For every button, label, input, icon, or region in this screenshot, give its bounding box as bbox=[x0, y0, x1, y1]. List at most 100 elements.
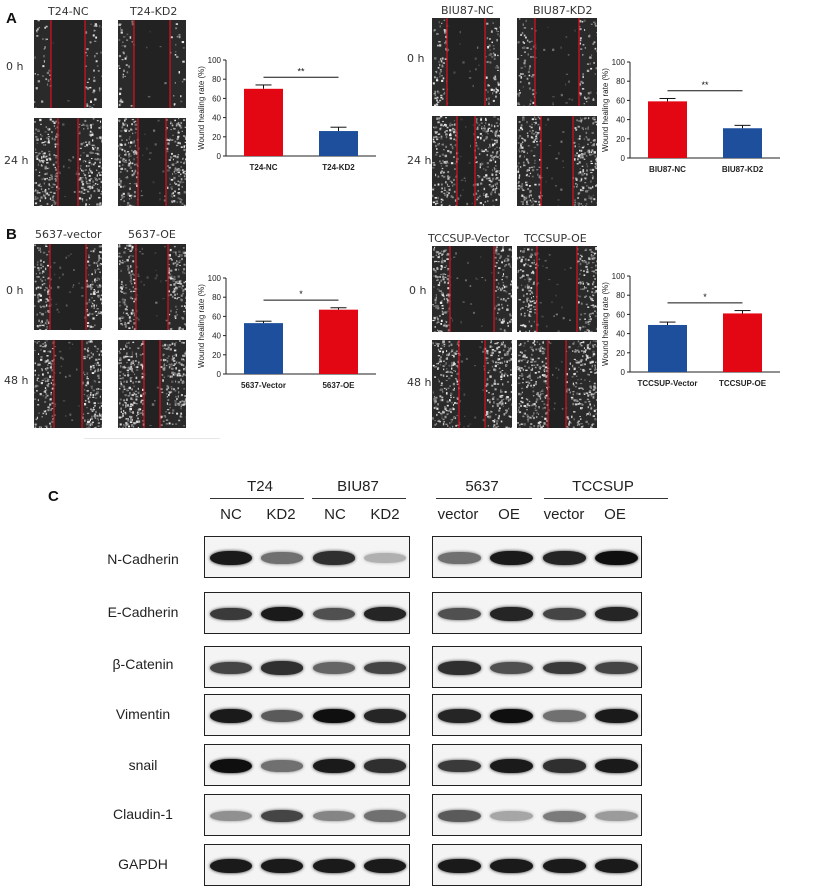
blot-band bbox=[542, 759, 586, 773]
micrograph-t24-nc-24h bbox=[34, 118, 102, 206]
blot-row-left bbox=[204, 844, 410, 886]
micrograph-biu87-nc-0h bbox=[432, 18, 500, 106]
blot-band bbox=[437, 709, 481, 723]
blot-band bbox=[261, 710, 304, 722]
blot-band bbox=[312, 759, 355, 773]
blot-row-right bbox=[432, 694, 642, 736]
blot-group-rule-5637 bbox=[436, 498, 532, 499]
chart-bar bbox=[319, 131, 358, 156]
time-48h-b2: 48 h bbox=[407, 376, 432, 389]
separator-line bbox=[84, 438, 220, 439]
blot-group-tccsup: TCCSUP bbox=[572, 478, 634, 495]
blot-band bbox=[437, 661, 481, 675]
blot-band bbox=[490, 811, 534, 821]
micrograph-tccsup-oe-0h bbox=[517, 246, 597, 332]
blot-band bbox=[364, 607, 407, 621]
blot-band bbox=[312, 551, 355, 565]
chart-bar bbox=[648, 324, 687, 372]
time-0h-a2: 0 h bbox=[407, 52, 425, 65]
time-0h-b2: 0 h bbox=[409, 284, 427, 297]
chart-y-tick-label: 100 bbox=[612, 272, 626, 281]
blot-band bbox=[542, 551, 586, 565]
blot-band bbox=[209, 810, 252, 822]
blot-band bbox=[595, 607, 639, 621]
blot-group-rule-t24 bbox=[210, 498, 304, 499]
chart-category-label: T24-NC bbox=[249, 163, 277, 172]
blot-row-right bbox=[432, 592, 642, 634]
chart-bar bbox=[648, 101, 687, 158]
chart-t24-wound-healing: Wound healing rate (%) 0 20 40 60 80 100 T24-NC… bbox=[196, 50, 396, 190]
blot-band bbox=[209, 661, 252, 675]
chart-category-label: 5637-OE bbox=[322, 381, 355, 390]
blot-band bbox=[364, 661, 407, 675]
blot-group-5637: 5637 bbox=[465, 478, 499, 495]
blot-band bbox=[595, 810, 639, 822]
blot-band bbox=[364, 859, 407, 873]
blot-band bbox=[595, 551, 639, 565]
chart-significance-label: * bbox=[299, 289, 303, 299]
blot-band bbox=[437, 810, 481, 822]
blot-row-left bbox=[204, 694, 410, 736]
blot-row-left bbox=[204, 794, 410, 836]
time-0h-b1: 0 h bbox=[6, 284, 24, 297]
blot-band bbox=[542, 607, 586, 621]
chart-bar bbox=[319, 309, 358, 374]
chart-category-label: T24-KD2 bbox=[322, 163, 355, 172]
protein-label-e-cadherin: E-Cadherin bbox=[107, 604, 179, 620]
blot-band bbox=[542, 661, 586, 675]
chart-y-tick-label: 0 bbox=[621, 368, 626, 377]
blot-band bbox=[364, 709, 407, 723]
blot-group-rule-biu87 bbox=[312, 498, 406, 499]
chart-y-tick-label: 80 bbox=[616, 291, 625, 300]
blot-band bbox=[261, 607, 304, 621]
chart-bar bbox=[244, 88, 283, 156]
chart-y-tick-label: 40 bbox=[616, 116, 625, 125]
blot-band bbox=[437, 859, 481, 873]
blot-band bbox=[209, 709, 252, 723]
chart-ylabel: Wound healing rate (%) bbox=[197, 284, 206, 368]
protein-label-n-cadherin: N-Cadherin bbox=[107, 551, 179, 567]
label-5637-oe: 5637-OE bbox=[128, 228, 176, 241]
chart-significance-label: ** bbox=[701, 80, 709, 90]
blot-row-left bbox=[204, 646, 410, 688]
protein-label-claudin-1: Claudin-1 bbox=[113, 806, 173, 822]
micrograph-biu87-kd2-24h bbox=[517, 116, 597, 206]
blot-row-right bbox=[432, 794, 642, 836]
lane-label-t24-nc: NC bbox=[220, 506, 242, 523]
blot-band bbox=[595, 661, 639, 675]
chart-y-tick-label: 100 bbox=[208, 56, 222, 65]
blot-band bbox=[209, 759, 252, 773]
blot-row-right bbox=[432, 646, 642, 688]
blot-band bbox=[490, 607, 534, 621]
label-biu87-nc: BIU87-NC bbox=[441, 4, 494, 17]
blot-band bbox=[542, 859, 586, 873]
chart-ylabel: Wound healing rate (%) bbox=[601, 68, 610, 152]
blot-band bbox=[261, 661, 304, 675]
chart-y-tick-label: 20 bbox=[616, 349, 625, 358]
blot-band bbox=[312, 810, 355, 822]
blot-row-left bbox=[204, 744, 410, 786]
lane-label-5637-oe: OE bbox=[498, 506, 520, 523]
label-biu87-kd2: BIU87-KD2 bbox=[533, 4, 593, 17]
blot-group-t24: T24 bbox=[247, 478, 273, 495]
chart-y-tick-label: 100 bbox=[208, 274, 222, 283]
panel-letter-c: C bbox=[48, 488, 59, 505]
blot-band bbox=[209, 551, 252, 565]
blot-row-right bbox=[432, 536, 642, 578]
blot-band bbox=[490, 859, 534, 873]
protein-label-beta-catenin: β-Catenin bbox=[112, 656, 174, 672]
blot-band bbox=[490, 759, 534, 773]
chart-bar bbox=[723, 128, 762, 158]
chart-category-label: BIU87-KD2 bbox=[722, 165, 764, 174]
lane-label-tccsup-vector: vector bbox=[543, 506, 585, 523]
micrograph-5637-oe-0h bbox=[118, 244, 186, 330]
chart-category-label: BIU87-NC bbox=[649, 165, 686, 174]
chart-y-tick-label: 80 bbox=[212, 75, 221, 84]
chart-significance-label: * bbox=[703, 292, 707, 302]
blot-band bbox=[437, 552, 481, 564]
blot-row-left bbox=[204, 592, 410, 634]
blot-band bbox=[261, 760, 304, 772]
label-t24-kd2: T24-KD2 bbox=[130, 5, 178, 18]
time-0h-a1: 0 h bbox=[6, 60, 24, 73]
chart-y-tick-label: 80 bbox=[616, 77, 625, 86]
